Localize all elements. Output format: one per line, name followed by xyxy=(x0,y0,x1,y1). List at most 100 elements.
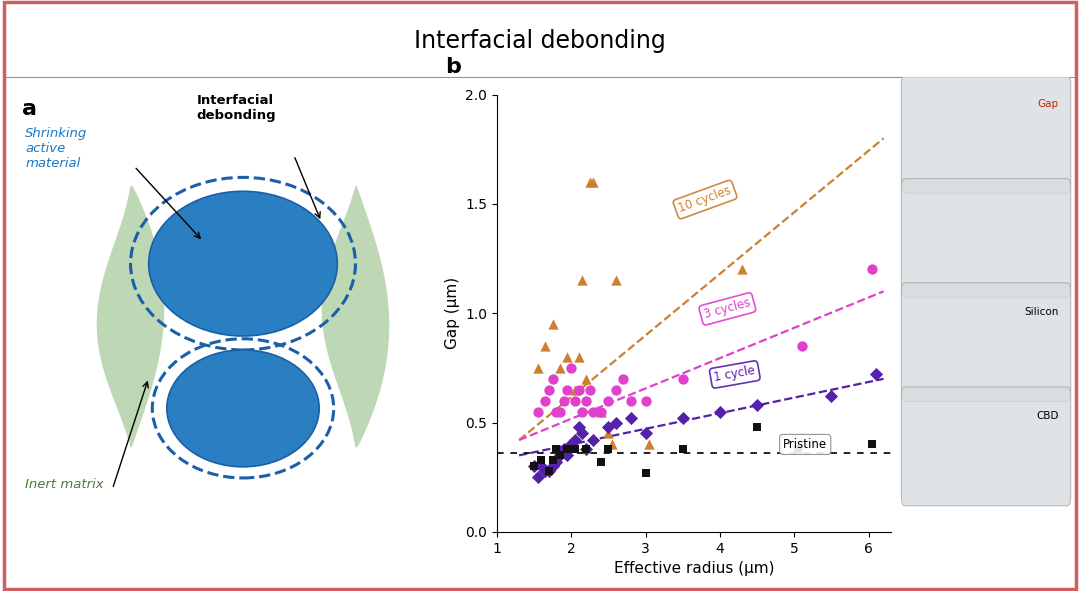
FancyBboxPatch shape xyxy=(902,178,1070,297)
Point xyxy=(733,363,751,373)
Point xyxy=(544,374,562,384)
Text: Gap: Gap xyxy=(1038,99,1058,109)
Point xyxy=(793,342,810,351)
Point xyxy=(607,275,624,285)
Text: 3 cycles: 3 cycles xyxy=(703,297,752,322)
FancyBboxPatch shape xyxy=(902,74,1070,193)
Point xyxy=(733,265,751,274)
Point xyxy=(604,440,621,449)
Point xyxy=(532,455,550,465)
Point xyxy=(789,444,807,453)
Point xyxy=(570,385,588,395)
Polygon shape xyxy=(97,186,164,447)
Text: Shrinking
active
material: Shrinking active material xyxy=(25,127,87,170)
Point xyxy=(637,468,654,478)
Point xyxy=(585,177,603,187)
X-axis label: Effective radius (μm): Effective radius (μm) xyxy=(613,561,774,576)
Point xyxy=(637,429,654,439)
Point xyxy=(592,457,609,467)
Point xyxy=(599,396,617,405)
FancyBboxPatch shape xyxy=(902,283,1070,401)
Point xyxy=(566,436,583,445)
FancyBboxPatch shape xyxy=(902,387,1070,506)
Point xyxy=(566,385,583,395)
Point xyxy=(555,444,572,453)
Point xyxy=(537,342,554,351)
Point xyxy=(552,450,569,460)
Point xyxy=(529,363,546,373)
Point xyxy=(674,444,691,453)
Point xyxy=(570,422,588,431)
Circle shape xyxy=(166,350,320,467)
Point xyxy=(529,407,546,416)
Text: b: b xyxy=(446,57,461,77)
Point xyxy=(548,444,565,453)
Text: Interfacial debonding: Interfacial debonding xyxy=(414,29,666,53)
Point xyxy=(552,450,569,460)
Circle shape xyxy=(149,191,337,336)
Point xyxy=(544,462,562,471)
Point xyxy=(566,444,583,453)
Point xyxy=(570,352,588,362)
Point xyxy=(592,407,609,416)
Point xyxy=(592,407,609,416)
Point xyxy=(578,444,595,453)
Y-axis label: Gap (μm): Gap (μm) xyxy=(445,277,459,349)
Text: a: a xyxy=(22,99,37,119)
Point xyxy=(563,440,580,449)
Text: 10 cycles: 10 cycles xyxy=(677,184,733,215)
Point xyxy=(540,466,557,475)
Point xyxy=(599,422,617,431)
Point xyxy=(864,265,881,274)
Point xyxy=(537,396,554,405)
Point xyxy=(525,462,542,471)
Point xyxy=(537,466,554,475)
Point xyxy=(581,385,598,395)
Point xyxy=(578,444,595,453)
Text: Pristine: Pristine xyxy=(783,438,827,451)
Point xyxy=(573,429,591,439)
Point xyxy=(558,450,576,460)
Point xyxy=(540,385,557,395)
Point xyxy=(748,422,766,431)
Point xyxy=(552,363,569,373)
Point xyxy=(558,352,576,362)
Point xyxy=(622,396,639,405)
Point xyxy=(867,370,885,379)
Point xyxy=(578,396,595,405)
Point xyxy=(581,177,598,187)
Point xyxy=(544,455,562,465)
Text: CBD: CBD xyxy=(1036,411,1058,421)
Point xyxy=(573,275,591,285)
Point xyxy=(529,473,546,482)
Point xyxy=(585,436,603,445)
Point xyxy=(585,407,603,416)
Point xyxy=(525,462,542,471)
Point xyxy=(712,407,729,416)
Point xyxy=(548,407,565,416)
Point xyxy=(864,440,881,449)
Point xyxy=(674,414,691,423)
Point xyxy=(563,363,580,373)
Point xyxy=(544,319,562,329)
Point xyxy=(599,444,617,453)
Text: Interfacial
debonding: Interfacial debonding xyxy=(195,94,275,122)
Point xyxy=(640,440,658,449)
Point xyxy=(823,392,840,401)
Point xyxy=(578,374,595,384)
Point xyxy=(548,457,565,467)
Point xyxy=(558,444,576,453)
Polygon shape xyxy=(322,186,389,447)
Point xyxy=(532,462,550,471)
Point xyxy=(637,396,654,405)
Point xyxy=(555,396,572,405)
Point xyxy=(615,374,632,384)
Point xyxy=(540,466,557,475)
Text: Silicon: Silicon xyxy=(1024,307,1058,317)
Point xyxy=(748,400,766,410)
Point xyxy=(599,429,617,439)
Point xyxy=(607,385,624,395)
Point xyxy=(674,374,691,384)
Text: 1 cycle: 1 cycle xyxy=(713,365,756,385)
Text: Inert matrix: Inert matrix xyxy=(25,478,104,491)
